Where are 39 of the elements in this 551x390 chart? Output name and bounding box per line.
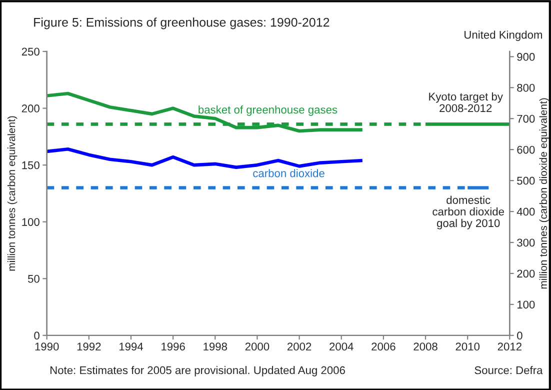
y2-tick-label: 900 <box>517 52 535 61</box>
y2-tick-label: 500 <box>517 176 535 185</box>
x-tick-label: 1992 <box>77 342 101 351</box>
x-tick-label: 2006 <box>372 342 396 351</box>
y2-tick-label: 600 <box>517 146 535 154</box>
x-tick-label: 1998 <box>204 342 228 351</box>
y-tick-label: 0 <box>34 332 40 340</box>
line-series <box>46 147 364 169</box>
y2-tick-label: 200 <box>517 270 535 278</box>
chart-title: Figure 5: Emissions of greenhouse gases: 1990-2012 <box>34 18 330 30</box>
y2-tick-label: 300 <box>517 238 535 247</box>
y-tick-label: 200 <box>22 104 40 112</box>
y-tick-label: 150 <box>22 161 40 170</box>
x-tick-label: 2000 <box>245 342 270 351</box>
text: Note: Estimates for 2005 are provisional. Updated Aug 2006 <box>50 366 345 376</box>
y2-tick-label: 700 <box>517 114 535 123</box>
x-tick-label: 2008 <box>414 342 438 351</box>
y2-tick-label: 400 <box>516 208 535 216</box>
x-tick-label: 2002 <box>287 342 312 351</box>
y-tick-label: 50 <box>28 274 40 283</box>
series-label: basket of greenhouse gases <box>198 105 338 116</box>
x-tick-label: 1996 <box>162 342 185 351</box>
annotation: Kyoto target by 2008-2012 <box>429 92 503 112</box>
y2-tick-label: 0 <box>517 332 522 340</box>
annotation: domestic carbon dioxide goal by 2010 <box>432 196 504 230</box>
x-tick-label: 1994 <box>119 342 144 351</box>
y-tick-label: 100 <box>22 218 40 226</box>
y2-tick-label: 800 <box>517 84 535 92</box>
x-tick-label: 1990 <box>35 342 59 351</box>
source-note: Source: Defra <box>474 366 543 374</box>
x-tick-label: 2010 <box>456 342 480 351</box>
text: United Kingdom <box>464 30 542 41</box>
y2-tick-label: 100 <box>517 300 535 309</box>
series-label: carbon dioxide <box>253 169 324 178</box>
y-axis-title: million tonnes (carbon equivalent) <box>7 116 18 271</box>
x-tick-label: 2012 <box>498 342 522 351</box>
x-tick-label: 2004 <box>330 342 354 351</box>
y-tick-label: 250 <box>22 48 40 56</box>
y2-axis-title: million tonnes (carbon dioxide equivalent) <box>539 98 550 289</box>
